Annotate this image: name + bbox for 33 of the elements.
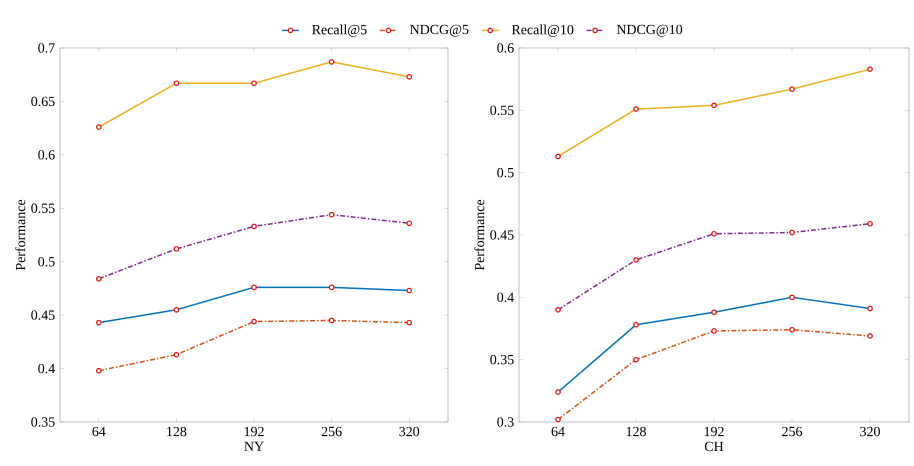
y-axis-title: Performance	[474, 200, 484, 270]
x-tick-label: 192	[704, 426, 724, 436]
y-tick-label: 0.4	[497, 292, 514, 302]
x-axis-title: CH	[704, 442, 724, 452]
y-tick-label: 0.55	[490, 106, 514, 116]
legend-label: NDCG@5	[410, 24, 468, 37]
x-tick-label: 192	[244, 426, 264, 436]
x-tick-label: 64	[552, 426, 565, 436]
legend-label: NDCG@10	[616, 24, 682, 37]
x-tick-label: 128	[167, 426, 186, 436]
x-tick-label: 256	[782, 426, 802, 436]
x-tick-label: 320	[860, 426, 880, 436]
y-tick-label: 0.55	[31, 204, 55, 214]
x-tick-label: 64	[92, 426, 106, 436]
x-tick-label: 320	[399, 426, 420, 436]
x-tick-label: 256	[322, 426, 342, 436]
y-tick-label: 0.35	[31, 417, 55, 427]
y-tick-label: 0.5	[38, 256, 55, 266]
y-tick-label: 0.6	[497, 43, 514, 53]
y-tick-label: 0.45	[31, 310, 55, 320]
x-axis-title: NY	[244, 442, 264, 451]
y-tick-label: 0.6	[38, 150, 55, 160]
x-tick-label: 128	[626, 426, 646, 436]
y-tick-label: 0.5	[497, 168, 514, 178]
y-tick-label: 0.7	[38, 43, 55, 53]
legend-label: Recall@10	[512, 24, 574, 37]
y-tick-label: 0.3	[497, 417, 514, 427]
y-tick-label: 0.4	[38, 364, 55, 374]
legend-label: Recall@5	[312, 24, 367, 37]
y-tick-label: 0.45	[490, 230, 514, 240]
y-tick-label: 0.65	[31, 96, 55, 106]
y-tick-label: 0.35	[490, 354, 514, 364]
y-axis-title: Performance	[15, 200, 26, 270]
